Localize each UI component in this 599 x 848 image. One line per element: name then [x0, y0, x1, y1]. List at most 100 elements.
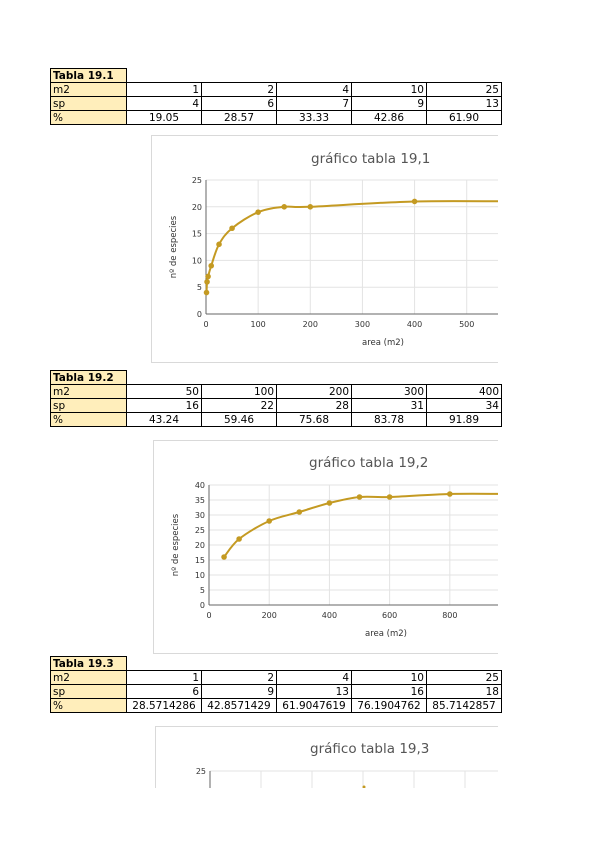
data-point [356, 494, 363, 500]
table-cell: 61.90 [426, 110, 502, 125]
table-cell: 42.8571429 [201, 698, 277, 713]
table-cell: 1 [126, 670, 202, 685]
table-cell: 42.86 [351, 110, 427, 125]
table-cell: 22 [201, 398, 277, 413]
table-cell: 4 [276, 82, 352, 97]
table-19-3: Tabla 19.3 m2 1 2 4 10 25 sp 6 9 13 16 1… [50, 656, 502, 713]
data-point [216, 241, 222, 248]
data-point [221, 554, 227, 560]
table-cell: 61.9047619 [276, 698, 352, 713]
row-label-percent: % [50, 698, 127, 713]
table-cell: 28.5714286 [126, 698, 202, 713]
table-title: Tabla 19.1 [50, 68, 127, 83]
data-point [236, 536, 242, 542]
table-cell: 50 [126, 384, 202, 399]
row-label-percent: % [50, 412, 127, 427]
table-cell: 33.33 [276, 110, 352, 125]
table-cell: 4 [126, 96, 202, 111]
table-cell: 1 [126, 82, 202, 97]
table-cell: 2 [201, 670, 277, 685]
table-cell: 2 [201, 82, 277, 97]
y-tick-label: 25 [195, 526, 205, 535]
data-point [281, 204, 288, 210]
table-cell: 300 [351, 384, 427, 399]
data-point [296, 509, 303, 515]
table-cell: 9 [201, 684, 277, 699]
table-cell: 16 [351, 684, 427, 699]
x-tick-label: 400 [407, 320, 422, 329]
chart-svg: gráfico tabla 19,3 25 [196, 741, 498, 788]
chart-title: gráfico tabla 19,2 [309, 455, 428, 471]
y-tick-label: 0 [197, 310, 202, 319]
row-label-m2: m2 [50, 82, 127, 97]
table-cell: 91.89 [426, 412, 502, 427]
data-point [411, 198, 418, 205]
row-label-sp: sp [50, 96, 127, 111]
row-label-sp: sp [50, 684, 127, 699]
y-axis-title: nº de especies [171, 513, 181, 576]
data-point [266, 518, 273, 524]
table-cell: 9 [351, 96, 427, 111]
table-cell: 100 [201, 384, 277, 399]
x-tick-label: 600 [382, 611, 397, 620]
table-cell: 85.7142857 [426, 698, 502, 713]
table-cell: 28.57 [201, 110, 277, 125]
data-point [208, 262, 215, 269]
table-cell: 19.05 [126, 110, 202, 125]
table-cell: 10 [351, 670, 427, 685]
y-tick-label: 25 [192, 176, 202, 185]
chart-tabla-19-1: gráfico tabla 19,1 0 5 10 15 20 25 0 100 200 300 40… [151, 135, 498, 363]
row-label-sp: sp [50, 398, 127, 413]
y-tick-label: 10 [192, 256, 202, 265]
table-cell: 16 [126, 398, 202, 413]
y-tick-label: 20 [195, 541, 205, 550]
table-title: Tabla 19.3 [50, 656, 127, 671]
data-point [447, 491, 453, 497]
series-line [205, 200, 498, 293]
table-cell: 6 [201, 96, 277, 111]
data-point [204, 279, 210, 285]
y-tick-label: 25 [196, 767, 206, 776]
x-axis-title: area (m2) [365, 629, 407, 639]
y-tick-label: 10 [195, 571, 205, 580]
data-point [307, 204, 314, 210]
series-line [223, 492, 498, 558]
table-cell: 25 [426, 670, 502, 685]
table-cell: 43.24 [126, 412, 202, 427]
chart-tabla-19-3: gráfico tabla 19,3 25 [155, 726, 498, 788]
table-cell: 25 [426, 82, 502, 97]
y-tick-label: 5 [200, 586, 205, 595]
table-cell: 59.46 [201, 412, 277, 427]
data-point [229, 225, 235, 232]
chart-svg: gráfico tabla 19,1 0 5 10 15 20 25 0 100 200 300 40… [169, 151, 498, 348]
chart-title: gráfico tabla 19,1 [311, 151, 430, 167]
table-cell: 6 [126, 684, 202, 699]
table-title: Tabla 19.2 [50, 370, 127, 385]
row-label-m2: m2 [50, 670, 127, 685]
table-cell: 75.68 [276, 412, 352, 427]
table-cell: 13 [276, 684, 352, 699]
y-tick-label: 0 [200, 601, 205, 610]
y-tick-label: 35 [195, 496, 205, 505]
table-19-2: Tabla 19.2 m2 50 100 200 300 400 sp 16 2… [50, 370, 502, 427]
x-tick-label: 800 [442, 611, 457, 620]
table-cell: 10 [351, 82, 427, 97]
x-tick-label: 0 [206, 611, 211, 620]
y-axis-title: nº de especies [169, 215, 179, 278]
table-cell: 31 [351, 398, 427, 413]
y-tick-label: 15 [192, 230, 202, 239]
x-tick-label: 400 [322, 611, 337, 620]
y-tick-label: 40 [195, 481, 205, 490]
table-cell: 83.78 [351, 412, 427, 427]
table-cell: 13 [426, 96, 502, 111]
table-cell: 4 [276, 670, 352, 685]
table-cell: 18 [426, 684, 502, 699]
table-cell: 28 [276, 398, 352, 413]
x-tick-label: 0 [203, 320, 208, 329]
chart-title: gráfico tabla 19,3 [310, 741, 429, 757]
x-tick-label: 200 [303, 320, 318, 329]
table-cell: 400 [426, 384, 502, 399]
data-point [203, 289, 210, 296]
table-cell: 76.1904762 [351, 698, 427, 713]
